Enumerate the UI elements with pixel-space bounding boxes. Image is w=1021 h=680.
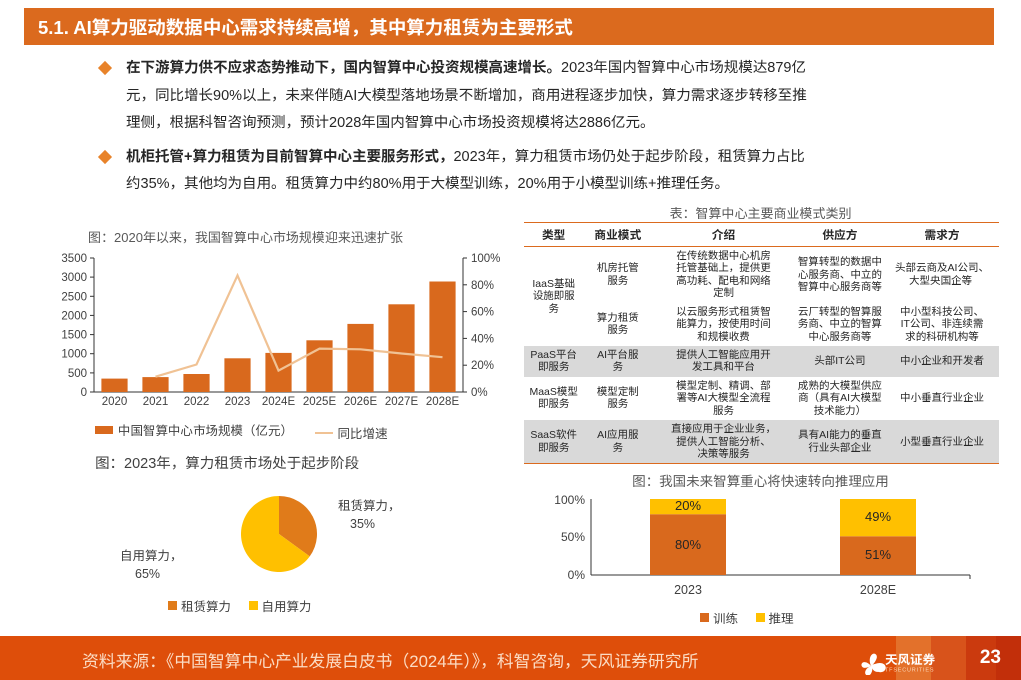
svg-text:2020: 2020 xyxy=(102,396,128,408)
svg-text:60%: 60% xyxy=(471,307,494,319)
svg-text:35%: 35% xyxy=(350,517,375,531)
svg-text:50%: 50% xyxy=(561,530,585,544)
svg-text:2028E: 2028E xyxy=(426,396,460,408)
svg-text:天风证券: 天风证券 xyxy=(885,653,936,667)
svg-text:80%: 80% xyxy=(471,280,494,292)
svg-text:80%: 80% xyxy=(675,537,701,552)
svg-text:100%: 100% xyxy=(471,253,500,265)
svg-text:2023: 2023 xyxy=(225,396,251,408)
svg-text:40%: 40% xyxy=(471,333,494,345)
svg-text:2028E: 2028E xyxy=(860,583,896,597)
svg-text:500: 500 xyxy=(68,368,87,380)
svg-text:3500: 3500 xyxy=(61,253,87,265)
svg-text:100%: 100% xyxy=(554,495,585,507)
svg-text:2000: 2000 xyxy=(61,310,87,322)
svg-text:20%: 20% xyxy=(471,360,494,372)
svg-text:2024E: 2024E xyxy=(262,396,296,408)
svg-text:2500: 2500 xyxy=(61,291,87,303)
svg-text:2021: 2021 xyxy=(143,396,169,408)
svg-text:2026E: 2026E xyxy=(344,396,378,408)
svg-text:2027E: 2027E xyxy=(385,396,419,408)
svg-text:1500: 1500 xyxy=(61,330,87,342)
svg-text:自用算力，: 自用算力， xyxy=(120,549,183,563)
svg-text:租赁算力，: 租赁算力， xyxy=(338,499,401,513)
svg-text:2025E: 2025E xyxy=(303,396,337,408)
svg-text:TFSECURITIES: TFSECURITIES xyxy=(885,668,934,674)
svg-text:0%: 0% xyxy=(568,568,586,582)
svg-text:51%: 51% xyxy=(865,547,891,562)
svg-text:65%: 65% xyxy=(135,567,160,581)
svg-text:1000: 1000 xyxy=(61,349,87,361)
svg-text:0: 0 xyxy=(81,387,87,399)
svg-text:49%: 49% xyxy=(865,509,891,524)
svg-text:20%: 20% xyxy=(675,498,701,513)
svg-text:3000: 3000 xyxy=(61,272,87,284)
svg-text:2023: 2023 xyxy=(674,583,702,597)
svg-text:0%: 0% xyxy=(471,387,488,399)
svg-text:2022: 2022 xyxy=(184,396,210,408)
